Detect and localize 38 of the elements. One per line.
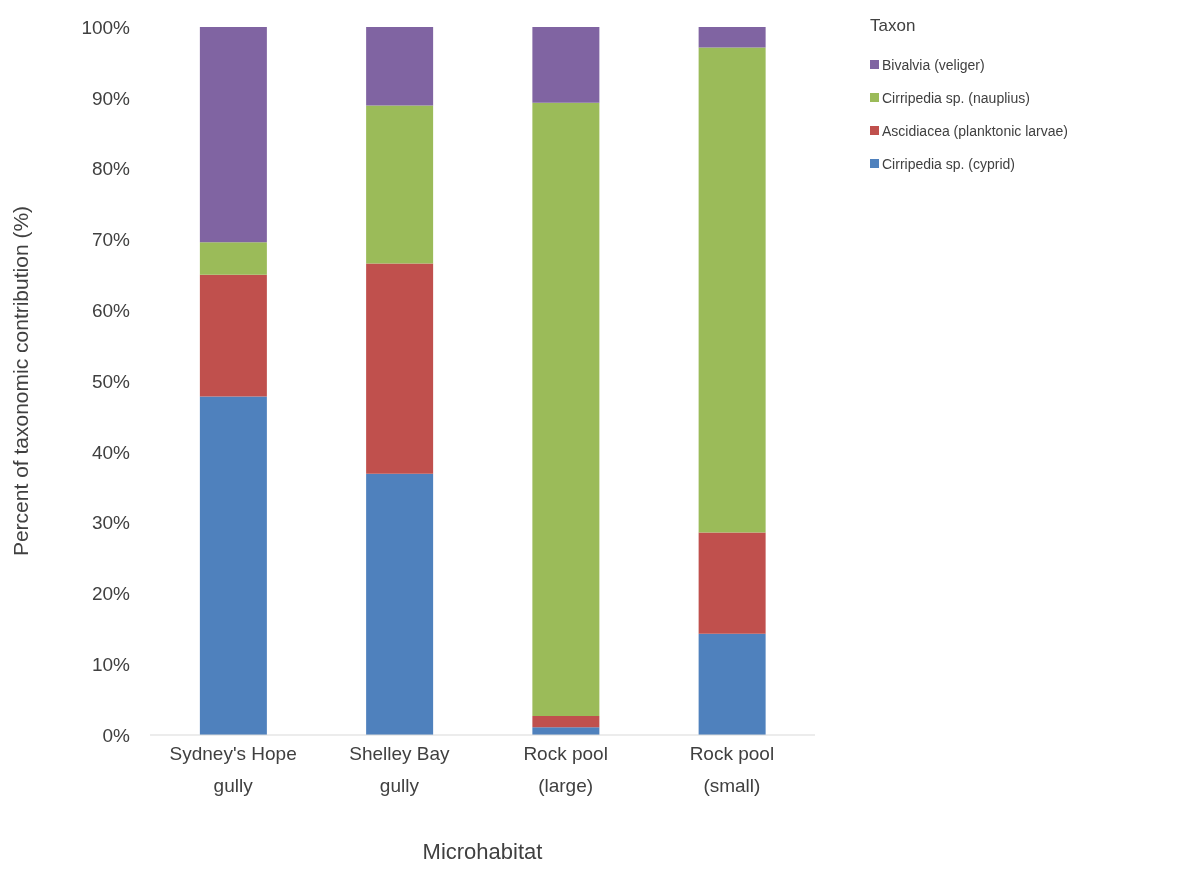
x-tick-label: Rock pool (small) [689, 743, 775, 797]
y-tick-label: 80% [91, 158, 131, 180]
y-tick-label: 100% [81, 16, 131, 38]
legend-title: Taxon [870, 16, 916, 36]
y-tick-label: 30% [91, 512, 131, 534]
bar [698, 27, 766, 48]
legend-label: Cirripedia sp. (cyprid) [882, 155, 1016, 172]
bar [199, 242, 267, 275]
x-tick-label: Rock pool (large) [523, 743, 608, 797]
y-tick-label: 70% [91, 229, 131, 251]
y-tick-label: 20% [91, 583, 131, 605]
bar [532, 27, 600, 103]
y-tick-label: 0% [102, 724, 131, 746]
bar [366, 473, 434, 735]
bar [698, 532, 766, 634]
bar [532, 727, 600, 735]
y-axis-title: Percent of taxonomic contribution (%) [9, 205, 33, 557]
bar [199, 27, 267, 243]
legend-label: Ascidiacea (planktonic larvae) [882, 122, 1068, 139]
bar [532, 715, 600, 728]
bar [199, 396, 267, 735]
x-tick-label: Shelley Bay gully [349, 743, 451, 797]
y-tick-label: 10% [91, 653, 131, 675]
bar [698, 633, 766, 735]
y-tick-label: 40% [91, 441, 131, 463]
bar [366, 105, 434, 264]
bar [366, 263, 434, 474]
legend-label: Bivalvia (veliger) [882, 56, 985, 73]
bar [532, 102, 600, 716]
y-tick-label: 60% [91, 299, 131, 321]
y-tick-label: 50% [91, 370, 131, 392]
bar [366, 27, 434, 106]
bar [199, 274, 267, 397]
legend-label: Cirripedia sp. (nauplius) [882, 89, 1030, 106]
y-tick-label: 90% [91, 87, 131, 109]
x-tick-label: Sydney's Hope gully [169, 743, 297, 797]
x-axis-title: Microhabitat [422, 839, 543, 864]
bar [698, 47, 766, 533]
